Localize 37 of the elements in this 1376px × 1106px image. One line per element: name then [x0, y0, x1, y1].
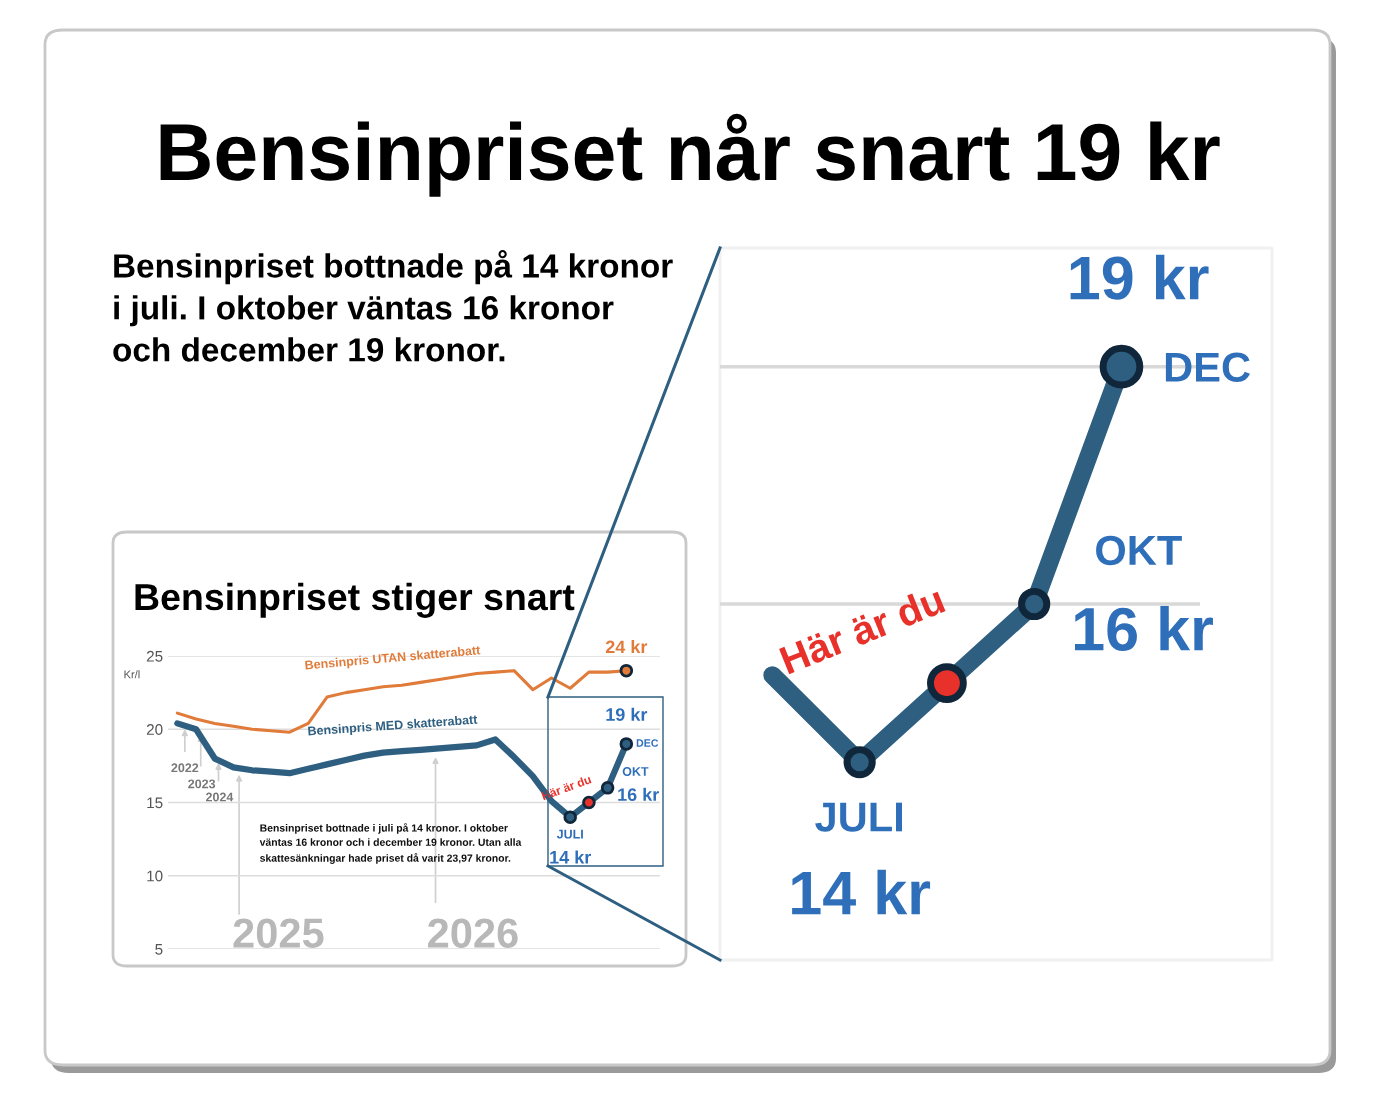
data-label: 16 kr — [1075, 606, 1213, 651]
data-label: 14 kr — [792, 869, 931, 915]
point — [619, 663, 634, 678]
annotation: OKT — [622, 767, 649, 776]
y-axis-title: Kr/l — [124, 670, 140, 679]
annotation: OKT — [1096, 535, 1182, 566]
y-tick-label: 10 — [147, 870, 163, 882]
y-tick-label: 5 — [155, 944, 163, 955]
y-tick-label: 25 — [146, 650, 163, 662]
annotation: JULI — [556, 829, 583, 839]
annotation: 2023 — [188, 779, 216, 789]
annotation: Bensinpriset bottnade i juli på 14 kronor. I oktober väntas 16 kronor och i december 19 kronor. Utan alla skattesänkningar hade priset då varit 23,97 kronor. — [259, 823, 522, 864]
series-label: Bensinpris UTAN skatterabatt — [305, 645, 481, 673]
chart-title: Bensinpriset stiger snart — [135, 582, 575, 618]
point — [582, 795, 596, 810]
text: Bensinpriset bottnade på 14 kronor i juli. I oktober väntas 16 kronor och december 19 kronor. — [113, 250, 673, 362]
y-tick-label: 20 — [146, 724, 163, 735]
annotation: 2025 — [233, 918, 324, 948]
chart-title: Bensinpriset når snart 19 kr — [160, 113, 1220, 197]
annotation: JULI — [815, 802, 902, 832]
annotation: DEC — [1165, 352, 1250, 383]
data-label: 19 kr — [1070, 254, 1209, 300]
series-label: Bensinpris MED skatterabatt — [308, 714, 478, 738]
point — [600, 781, 615, 795]
data-label: 24 kr — [605, 640, 648, 654]
annotation: 2024 — [205, 792, 234, 802]
data-label: 14 kr — [550, 850, 592, 864]
data-label: 19 kr — [606, 707, 648, 721]
y-tick-label: 15 — [147, 797, 163, 809]
text: DEC — [636, 739, 659, 747]
data-label: 16 kr — [618, 787, 659, 802]
annotation: 2022 — [171, 763, 199, 773]
annotation: Här är du — [541, 774, 592, 801]
point — [563, 810, 577, 824]
annotation: Här är du — [778, 584, 946, 675]
point — [619, 737, 634, 751]
annotation: 2026 — [428, 918, 518, 948]
